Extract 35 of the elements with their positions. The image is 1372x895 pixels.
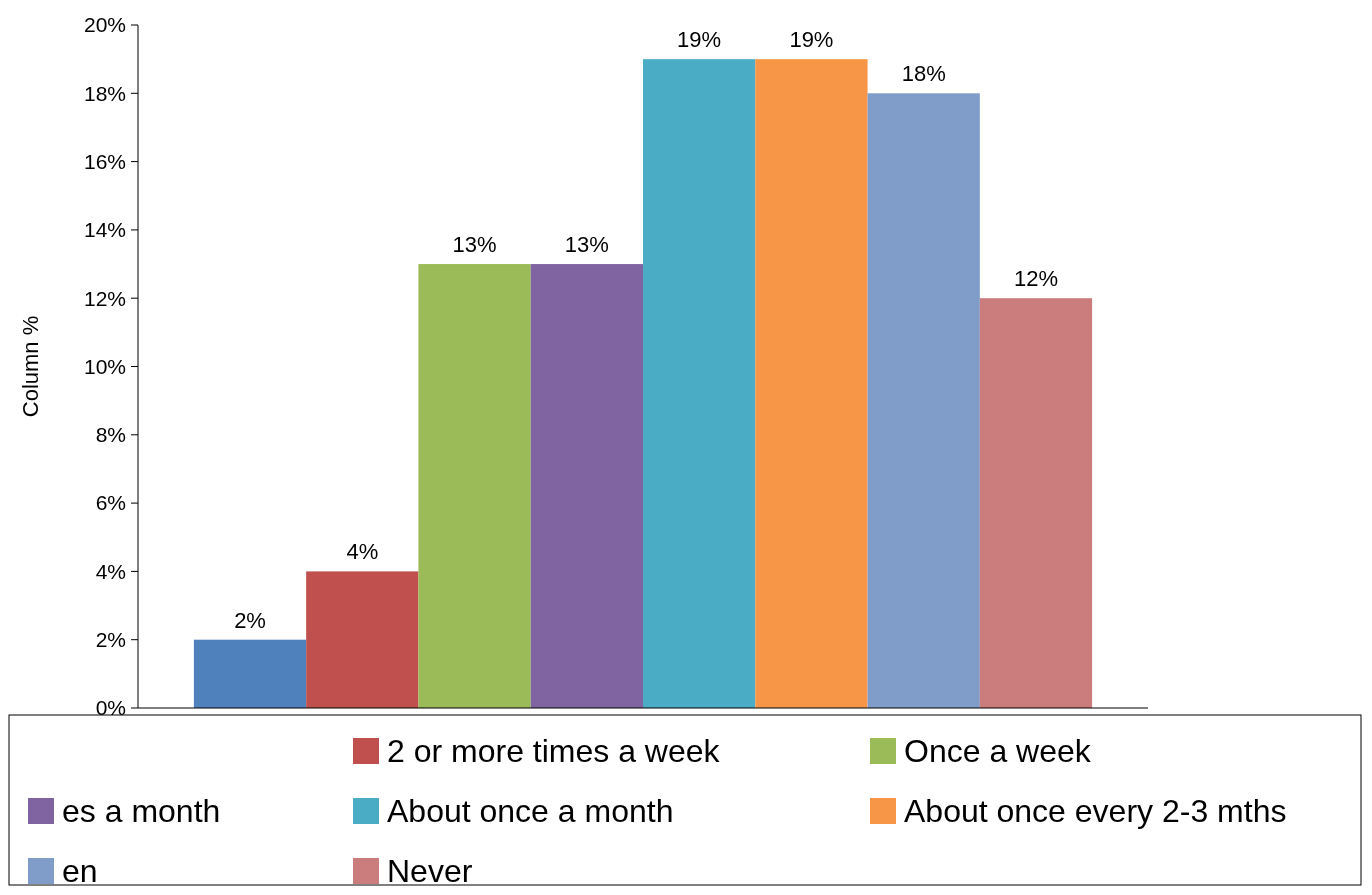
bar	[530, 264, 643, 708]
y-tick-label: 6%	[95, 491, 126, 515]
legend-label: Never	[387, 853, 473, 890]
data-label: 4%	[346, 539, 379, 565]
bar	[418, 264, 531, 708]
data-label: 19%	[789, 27, 834, 53]
bar	[979, 298, 1093, 708]
legend-label: en	[62, 853, 98, 890]
y-tick-label: 8%	[95, 423, 126, 447]
data-label: 13%	[564, 232, 609, 258]
data-label: 2%	[234, 607, 266, 633]
data-label: 13%	[452, 232, 497, 258]
bar	[867, 93, 980, 708]
legend-label: About once a month	[387, 793, 674, 830]
bar	[643, 59, 756, 708]
y-tick-label: 20%	[83, 13, 126, 37]
bar	[306, 571, 419, 708]
legend-label: 2 or more times a week	[387, 733, 721, 770]
y-tick-label: 14%	[83, 218, 126, 242]
y-tick-label: 12%	[83, 286, 126, 310]
y-tick-label: 2%	[95, 628, 126, 652]
data-label: 12%	[1013, 266, 1058, 292]
bar	[755, 59, 868, 708]
y-tick-label: 0%	[95, 696, 126, 720]
bar	[193, 639, 307, 708]
legend-label: About once every 2-3 mths	[904, 793, 1287, 830]
legend-label: Once a week	[904, 733, 1092, 770]
data-label: 18%	[901, 61, 946, 87]
y-tick-label: 4%	[95, 559, 126, 583]
y-axis-title: Column %	[18, 315, 43, 418]
y-tick-label: 16%	[83, 149, 126, 173]
y-tick-label: 10%	[83, 354, 126, 378]
legend-label: es a month	[62, 793, 221, 830]
y-tick-label: 18%	[83, 81, 126, 105]
data-label: 19%	[677, 27, 722, 53]
